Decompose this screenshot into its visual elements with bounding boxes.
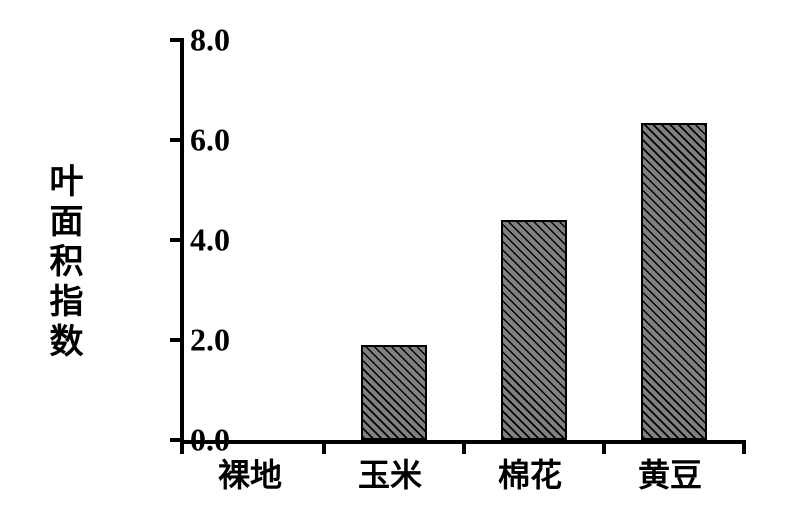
y-tick-mark (170, 338, 184, 342)
x-tick-label: 裸地 (218, 450, 282, 496)
y-tick-mark (170, 38, 184, 42)
y-tick-mark (170, 238, 184, 242)
x-tick-label: 棉花 (498, 450, 562, 496)
y-tick-label: 4.0 (190, 222, 230, 259)
x-tick-mark (180, 440, 184, 454)
x-tick-mark (602, 440, 606, 454)
bar (361, 345, 427, 440)
y-tick-mark (170, 138, 184, 142)
x-tick-label: 黄豆 (638, 450, 702, 496)
y-axis-label: 叶面积指数 (38, 163, 87, 363)
plot-area (180, 40, 744, 444)
x-tick-mark (322, 440, 326, 454)
x-tick-mark (462, 440, 466, 454)
x-tick-label: 玉米 (358, 450, 422, 496)
bar (501, 220, 567, 440)
y-tick-label: 6.0 (190, 122, 230, 159)
y-tick-label: 8.0 (190, 22, 230, 59)
bar (641, 123, 707, 441)
chart-container: 叶面积指数 0.02.04.06.08.0裸地玉米棉花黄豆 (0, 0, 800, 525)
x-tick-mark (742, 440, 746, 454)
y-tick-label: 2.0 (190, 322, 230, 359)
